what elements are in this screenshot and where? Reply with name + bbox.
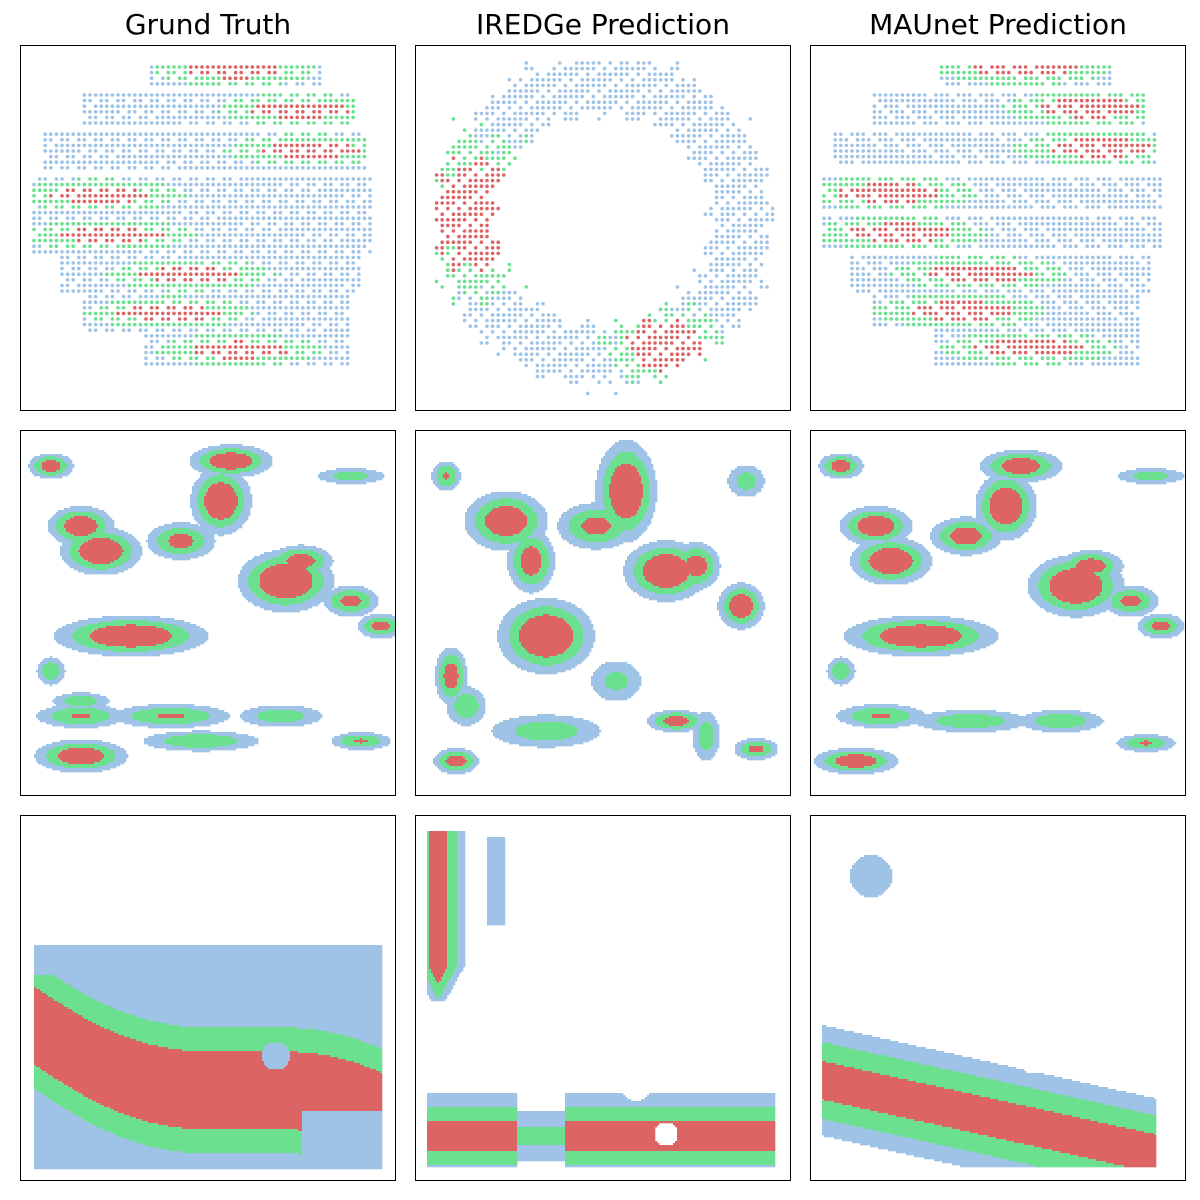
panel-r1-iredge [415,45,791,411]
panel-r2-iredge [415,430,791,796]
panel-r3-iredge [415,815,791,1181]
panel-r3-ground-truth [20,815,396,1181]
column-title-iredge: IREDGe Prediction [415,8,791,41]
column-title-ground-truth: Grund Truth [20,8,396,41]
panel-r1-ground-truth [20,45,396,411]
column-title-maunet: MAUnet Prediction [810,8,1186,41]
panel-r2-maunet [810,430,1186,796]
panel-r1-maunet [810,45,1186,411]
panel-r2-ground-truth [20,430,396,796]
panel-r3-maunet [810,815,1186,1181]
